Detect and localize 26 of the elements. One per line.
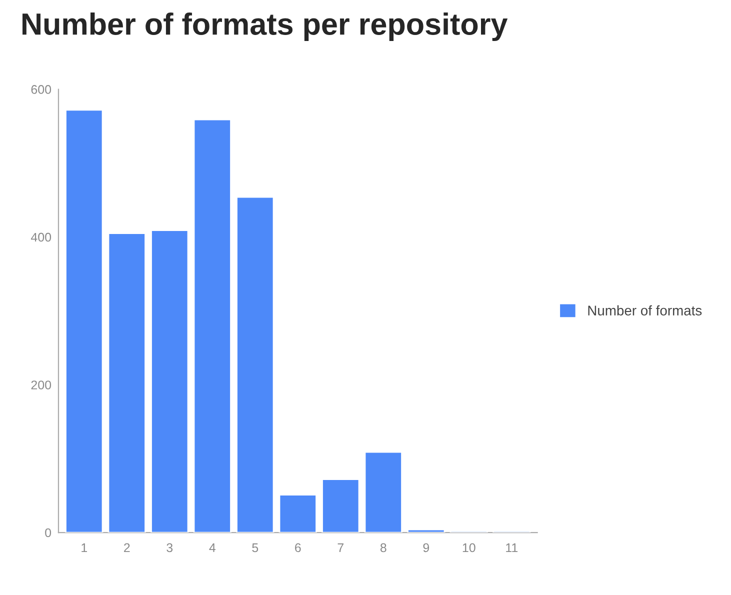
legend-label: Number of formats <box>588 305 702 316</box>
x-tick-label: 8 <box>380 543 386 552</box>
x-tick-label: 10 <box>462 543 476 552</box>
x-tick-label: 9 <box>423 543 430 552</box>
y-tick-label: 400 <box>30 232 52 242</box>
x-tick-label: 7 <box>338 543 344 552</box>
x-tick-label: 1 <box>82 543 87 552</box>
bar <box>193 118 232 533</box>
x-tick-label: 6 <box>295 543 301 552</box>
bar <box>322 478 360 533</box>
x-tick-label: 11 <box>506 543 518 552</box>
y-tick-label: 200 <box>31 380 52 390</box>
chart-title: Number of formats per repository <box>22 12 508 42</box>
bar <box>407 528 446 533</box>
x-tick-label: 3 <box>166 543 173 552</box>
bar <box>65 109 104 533</box>
bar <box>108 232 146 533</box>
bar <box>150 230 189 533</box>
bar <box>236 196 274 533</box>
y-tick-label: 0 <box>45 528 52 538</box>
x-tick-label: 4 <box>209 543 216 552</box>
x-tick-label: 2 <box>124 543 130 552</box>
bar <box>278 494 317 533</box>
y-tick-label: 600 <box>31 85 52 94</box>
bar <box>364 451 402 533</box>
x-tick-label: 5 <box>252 543 258 552</box>
